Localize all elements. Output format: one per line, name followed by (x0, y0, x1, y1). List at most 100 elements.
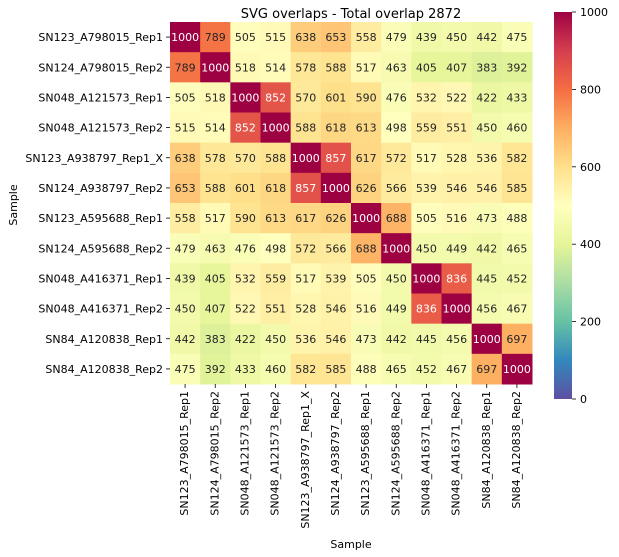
heatmap-cell (411, 203, 442, 234)
heatmap-cell (471, 112, 503, 144)
heatmap-cell (501, 112, 533, 144)
heatmap-cell (351, 233, 382, 264)
heatmap-cell (351, 353, 382, 385)
x-tick-labels: SN123_A798015_Rep1 SN124_A798015_Rep2 SN04… (178, 384, 523, 529)
heatmap-cell (260, 353, 292, 385)
cell-value-label: 617 (295, 212, 316, 225)
cell-value-label: 638 (295, 31, 316, 44)
cell-value-label: 498 (386, 122, 407, 135)
cell-value-label: 1000 (473, 333, 501, 346)
heatmap-cell (411, 112, 442, 144)
cell-value-label: 688 (356, 242, 377, 255)
cell-value-label: 559 (265, 272, 286, 285)
cell-value-label: 578 (205, 152, 226, 165)
chart-title: SVG overlaps - Total overlap 2872 (241, 7, 461, 22)
cell-value-label: 405 (205, 272, 226, 285)
y-axis-label: Sample (7, 184, 20, 225)
cell-value-label: 588 (265, 152, 286, 165)
colorbar-tick-label: 0 (580, 393, 587, 406)
heatmap-cell (200, 82, 231, 113)
heatmap-cell (230, 353, 261, 385)
cell-value-label: 836 (446, 272, 467, 285)
heatmap-cell (320, 142, 352, 174)
cell-value-label: 517 (205, 212, 226, 225)
heatmap-cell (200, 52, 231, 83)
cell-value-label: 613 (265, 212, 286, 225)
heatmap-cell (411, 82, 442, 113)
heatmap-cell (411, 22, 442, 53)
x-tick-label: SN048_A121573_Rep2 (269, 391, 282, 516)
heatmap-cell (290, 112, 322, 144)
cell-value-label: 442 (386, 333, 407, 346)
cell-value-label: 433 (506, 91, 527, 104)
heatmap-cell (230, 22, 261, 53)
cell-value-label: 467 (446, 363, 467, 376)
heatmap-cell (381, 323, 412, 355)
heatmap-cell (351, 323, 382, 355)
cell-value-label: 638 (175, 152, 196, 165)
heatmap-cell (501, 353, 533, 385)
heatmap-cell (441, 353, 473, 385)
cell-value-label: 450 (265, 333, 286, 346)
heatmap-cell (260, 293, 292, 325)
heatmap-cell (501, 82, 533, 113)
x-axis-label: Sample (330, 538, 371, 551)
heatmap-cell (441, 112, 473, 144)
heatmap-cell (381, 112, 412, 144)
heatmap-cell (260, 142, 292, 174)
cell-value-label: 445 (476, 272, 497, 285)
cell-value-label: 463 (386, 61, 407, 74)
heatmap-cell (471, 323, 503, 355)
cell-value-label: 539 (325, 272, 346, 285)
cell-value-label: 407 (446, 61, 467, 74)
cell-value-label: 514 (265, 61, 286, 74)
cell-value-label: 449 (386, 303, 407, 316)
x-tick-label: SN124_A595688_Rep2 (389, 391, 402, 516)
y-tick-label: SN123_A798015_Rep1 (38, 31, 163, 44)
heatmap-cell (200, 22, 231, 53)
cell-value-label: 588 (295, 122, 316, 135)
cell-value-label: 539 (416, 182, 437, 195)
cell-value-label: 582 (506, 152, 527, 165)
heatmap-cell (441, 233, 473, 264)
cell-value-label: 467 (506, 303, 527, 316)
cell-value-label: 442 (476, 242, 497, 255)
heatmap-cell (200, 203, 231, 234)
cell-value-label: 518 (205, 91, 226, 104)
cell-value-label: 488 (356, 363, 377, 376)
heatmap-cell (411, 323, 442, 355)
cell-value-label: 546 (325, 333, 346, 346)
heatmap-cell (441, 52, 473, 83)
cell-value-label: 1000 (412, 272, 440, 285)
heatmap-cell (351, 22, 382, 53)
cell-value-label: 439 (416, 31, 437, 44)
cell-value-label: 442 (476, 31, 497, 44)
heatmap-cell (411, 263, 442, 294)
heatmap-cell (411, 293, 442, 325)
heatmap-cell (381, 142, 412, 174)
cell-value-label: 653 (325, 31, 346, 44)
cell-value-label: 422 (235, 333, 256, 346)
cell-value-label: 442 (175, 333, 196, 346)
heatmap-cell (471, 22, 503, 53)
heatmap-cell (471, 52, 503, 83)
heatmap-cell (351, 142, 382, 174)
cell-value-label: 439 (175, 272, 196, 285)
heatmap-cell (381, 172, 412, 204)
heatmap-cell (230, 263, 261, 294)
heatmap-cell (320, 323, 352, 355)
heatmap-cell (230, 172, 261, 204)
cell-value-label: 546 (446, 182, 467, 195)
colorbar (554, 12, 572, 399)
heatmap-cell (411, 353, 442, 385)
cell-value-label: 1000 (292, 152, 320, 165)
cell-value-label: 532 (416, 91, 437, 104)
cell-value-label: 590 (235, 212, 256, 225)
heatmap-cell (170, 233, 201, 264)
heatmap-cell (441, 263, 473, 294)
heatmap-cell (381, 52, 412, 83)
heatmap-cell (381, 233, 412, 264)
heatmap-cell (170, 142, 201, 174)
cell-value-label: 1000 (503, 363, 531, 376)
cell-value-label: 505 (416, 212, 437, 225)
